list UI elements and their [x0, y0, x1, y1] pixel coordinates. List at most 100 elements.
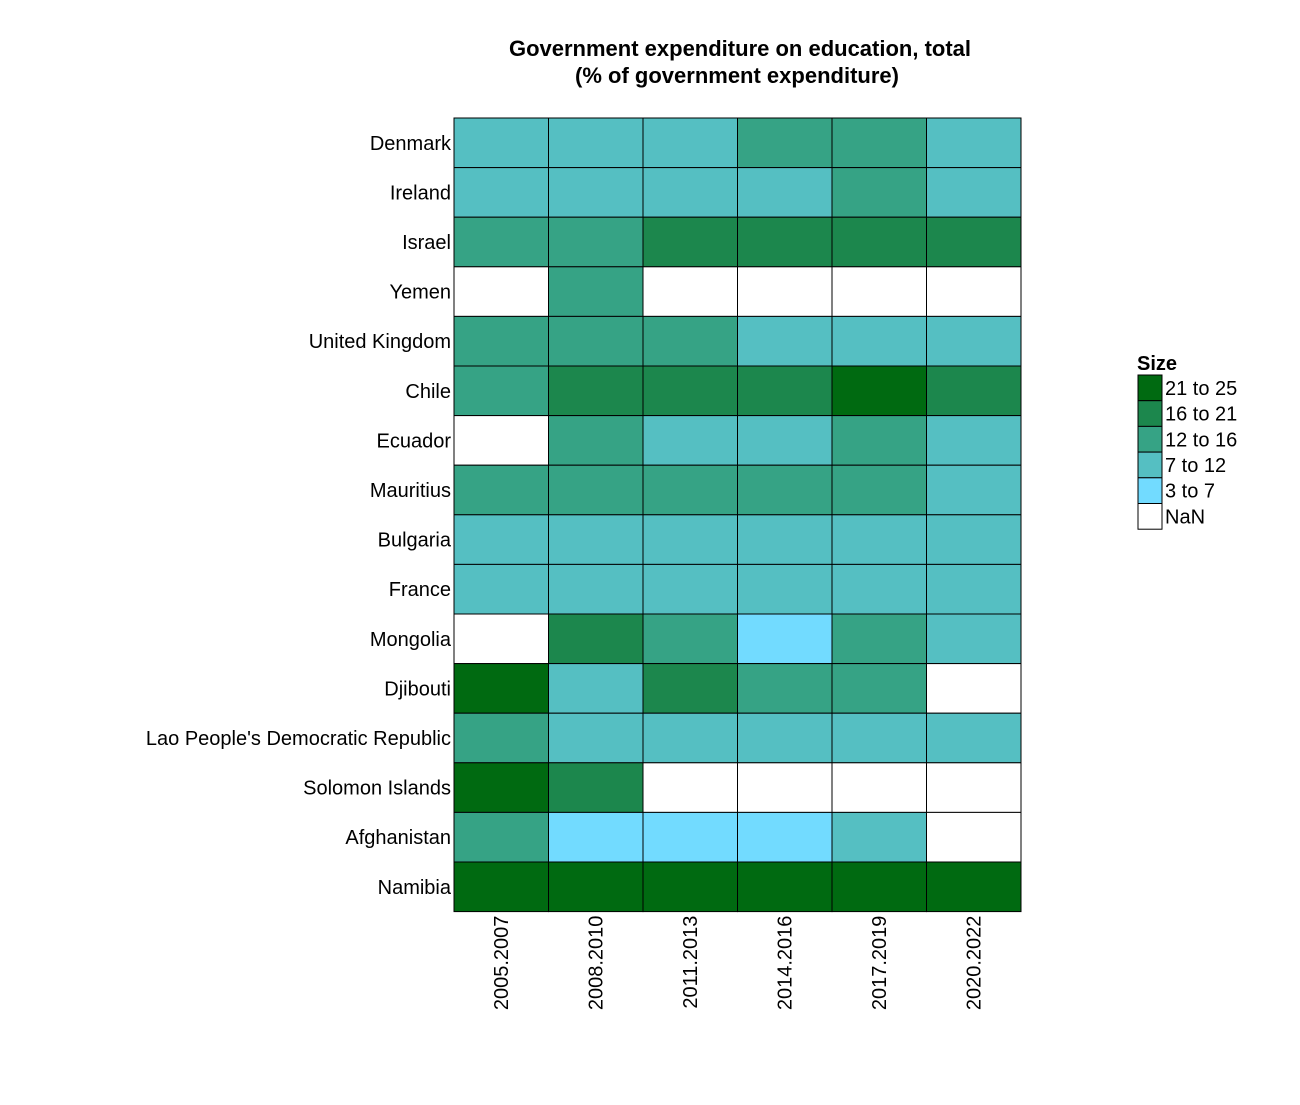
- heatmap-cell: [737, 514, 833, 565]
- heatmap-cell: [926, 613, 1022, 665]
- heatmap-cell: [453, 365, 549, 417]
- legend: Size 21 to 25 16 to 21 12 to 16 7 to 12 3 to…: [1137, 353, 1237, 530]
- heatmap-cell: [642, 663, 738, 714]
- heatmap-cell: [642, 464, 738, 516]
- heatmap-cell: [548, 365, 644, 417]
- heatmap-cell: [926, 464, 1022, 516]
- legend-swatch: [1137, 400, 1163, 427]
- heatmap-cell: [831, 117, 927, 169]
- heatmap-cell: [831, 415, 927, 466]
- legend-label: 16 to 21: [1165, 404, 1237, 426]
- heatmap-cell: [642, 365, 738, 417]
- column-label: 2005.2007: [491, 916, 513, 1011]
- row-label: Namibia: [378, 877, 452, 899]
- heatmap-cell: [831, 613, 927, 665]
- heatmap-cell: [453, 563, 549, 615]
- column-label: 2014.2016: [775, 916, 797, 1011]
- legend-title: Size: [1137, 353, 1177, 375]
- heatmap-cell: [737, 117, 833, 169]
- heatmap-cell: [926, 117, 1022, 169]
- heatmap-cell: [926, 861, 1022, 913]
- heatmap-cell: [926, 563, 1022, 615]
- heatmap-cell: [737, 811, 833, 863]
- heatmap-cell: [737, 712, 833, 764]
- heatmap-cell: [642, 315, 738, 367]
- heatmap-cell: [453, 663, 549, 714]
- heatmap-cell: [737, 167, 833, 218]
- heatmap-cell: [453, 712, 549, 764]
- legend-label: 12 to 16: [1165, 429, 1237, 451]
- heatmap-cell: [831, 365, 927, 417]
- heatmap-cell: [642, 415, 738, 466]
- row-label: Yemen: [389, 282, 451, 304]
- heatmap-cell: [737, 415, 833, 466]
- legend-label: 21 to 25: [1165, 378, 1237, 400]
- heatmap-cell: [831, 712, 927, 764]
- row-label: Ecuador: [377, 430, 452, 452]
- row-label: Ireland: [390, 182, 451, 204]
- heatmap-cell: [831, 315, 927, 367]
- heatmap-cell: [642, 514, 738, 565]
- heatmap-cell: [453, 861, 549, 913]
- row-label: Afghanistan: [345, 827, 451, 849]
- legend-label: 3 to 7: [1165, 481, 1215, 503]
- row-label: Djibouti: [384, 678, 451, 700]
- row-label: Israel: [402, 232, 451, 254]
- heatmap-cell: [548, 563, 644, 615]
- heatmap-cell: [926, 514, 1022, 565]
- heatmap-cell: [642, 117, 738, 169]
- heatmap-cell: [548, 216, 644, 268]
- column-labels: 2005.2007 2008.2010 2011.2013 2014.2016 2017…: [491, 916, 986, 1011]
- heatmap-cell: [926, 663, 1022, 714]
- heatmap-cells: [453, 117, 1022, 913]
- legend-swatch: [1137, 503, 1163, 530]
- heatmap-cell: [831, 811, 927, 863]
- row-label: Lao People's Democratic Republic: [146, 728, 451, 750]
- heatmap-cell: [642, 762, 738, 813]
- heatmap-cell: [926, 315, 1022, 367]
- heatmap-cell: [548, 266, 644, 317]
- heatmap-cell: [548, 811, 644, 863]
- heatmap-cell: [453, 464, 549, 516]
- heatmap-cell: [548, 762, 644, 813]
- heatmap-cell: [831, 563, 927, 615]
- heatmap-cell: [548, 117, 644, 169]
- row-label: Bulgaria: [378, 530, 452, 552]
- row-label: Chile: [405, 381, 451, 403]
- heatmap-cell: [453, 216, 549, 268]
- row-label: France: [389, 579, 451, 601]
- heatmap-cell: [642, 613, 738, 665]
- row-label: Denmark: [370, 133, 452, 155]
- heatmap-cell: [548, 514, 644, 565]
- column-label: 2017.2019: [869, 916, 891, 1011]
- row-label: Solomon Islands: [303, 778, 451, 800]
- heatmap-cell: [453, 811, 549, 863]
- heatmap-cell: [831, 266, 927, 317]
- heatmap-cell: [737, 762, 833, 813]
- heatmap-cell: [548, 613, 644, 665]
- legend-swatch: [1137, 451, 1163, 479]
- heatmap-cell: [737, 663, 833, 714]
- heatmap-cell: [831, 216, 927, 268]
- heatmap-cell: [831, 663, 927, 714]
- heatmap-cell: [831, 514, 927, 565]
- column-label: 2020.2022: [964, 916, 986, 1011]
- heatmap-cell: [548, 861, 644, 913]
- heatmap-cell: [642, 216, 738, 268]
- heatmap-cell: [453, 117, 549, 169]
- row-label: Mongolia: [370, 629, 452, 651]
- heatmap-cell: [737, 315, 833, 367]
- heatmap-cell: [642, 266, 738, 317]
- column-label: 2008.2010: [586, 916, 608, 1011]
- heatmap-cell: [642, 563, 738, 615]
- chart-subtitle: (% of government expenditure): [575, 63, 899, 88]
- heatmap-cell: [453, 167, 549, 218]
- heatmap-cell: [737, 563, 833, 615]
- heatmap-cell: [737, 613, 833, 665]
- row-labels: Denmark Ireland Israel Yemen United Kingdom C…: [146, 133, 452, 899]
- heatmap-cell: [926, 266, 1022, 317]
- heatmap-cell: [831, 762, 927, 813]
- row-label: Mauritius: [370, 480, 451, 502]
